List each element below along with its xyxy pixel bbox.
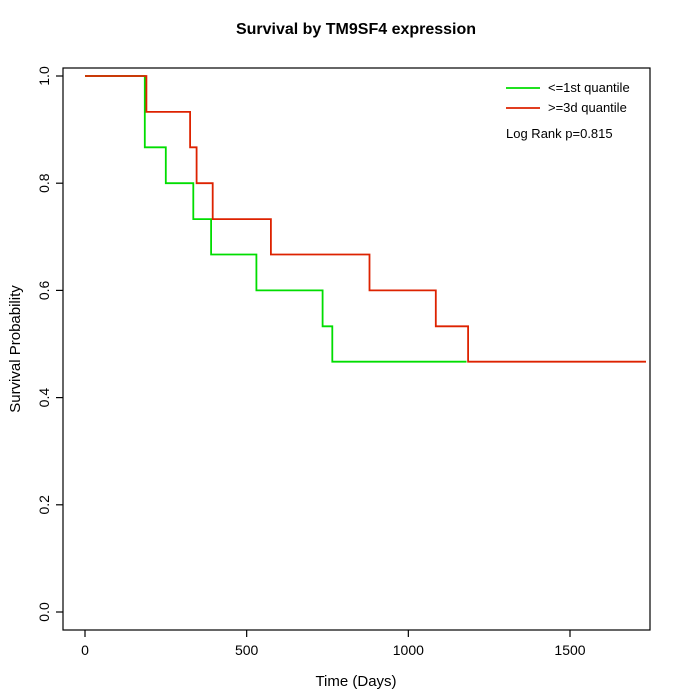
plot-border (62, 67, 651, 631)
survival-curve-low-expression (85, 75, 467, 363)
y-tick-label: 1.0 (36, 66, 52, 86)
y-tick-label: 0.6 (36, 280, 52, 300)
legend-label: <=1st quantile (548, 80, 630, 95)
survival-curves (85, 75, 646, 363)
log-rank-annotation: Log Rank p=0.815 (506, 126, 613, 141)
x-tick-label: 0 (81, 642, 89, 658)
y-tick-label: 0.2 (36, 495, 52, 515)
x-tick-label: 1000 (393, 642, 424, 658)
legend-label: >=3d quantile (548, 100, 627, 115)
legend: <=1st quantile >=3d quantile Log Rank p=0.… (506, 80, 630, 141)
y-axis-label: Survival Probability (7, 285, 24, 413)
x-tick-label: 1500 (554, 642, 585, 658)
y-axis-ticks: 0.0 0.2 0.4 0.6 0.8 1.0 (36, 66, 63, 622)
survival-curve-high-expression (85, 75, 646, 363)
y-tick-label: 0.4 (36, 388, 52, 408)
y-tick-label: 0.0 (36, 602, 52, 622)
x-tick-label: 500 (235, 642, 259, 658)
chart-title: Survival by TM9SF4 expression (236, 21, 476, 38)
y-tick-label: 0.8 (36, 173, 52, 193)
x-axis-ticks: 0 500 1000 1500 (81, 630, 586, 658)
x-axis-label: Time (Days) (315, 673, 396, 690)
